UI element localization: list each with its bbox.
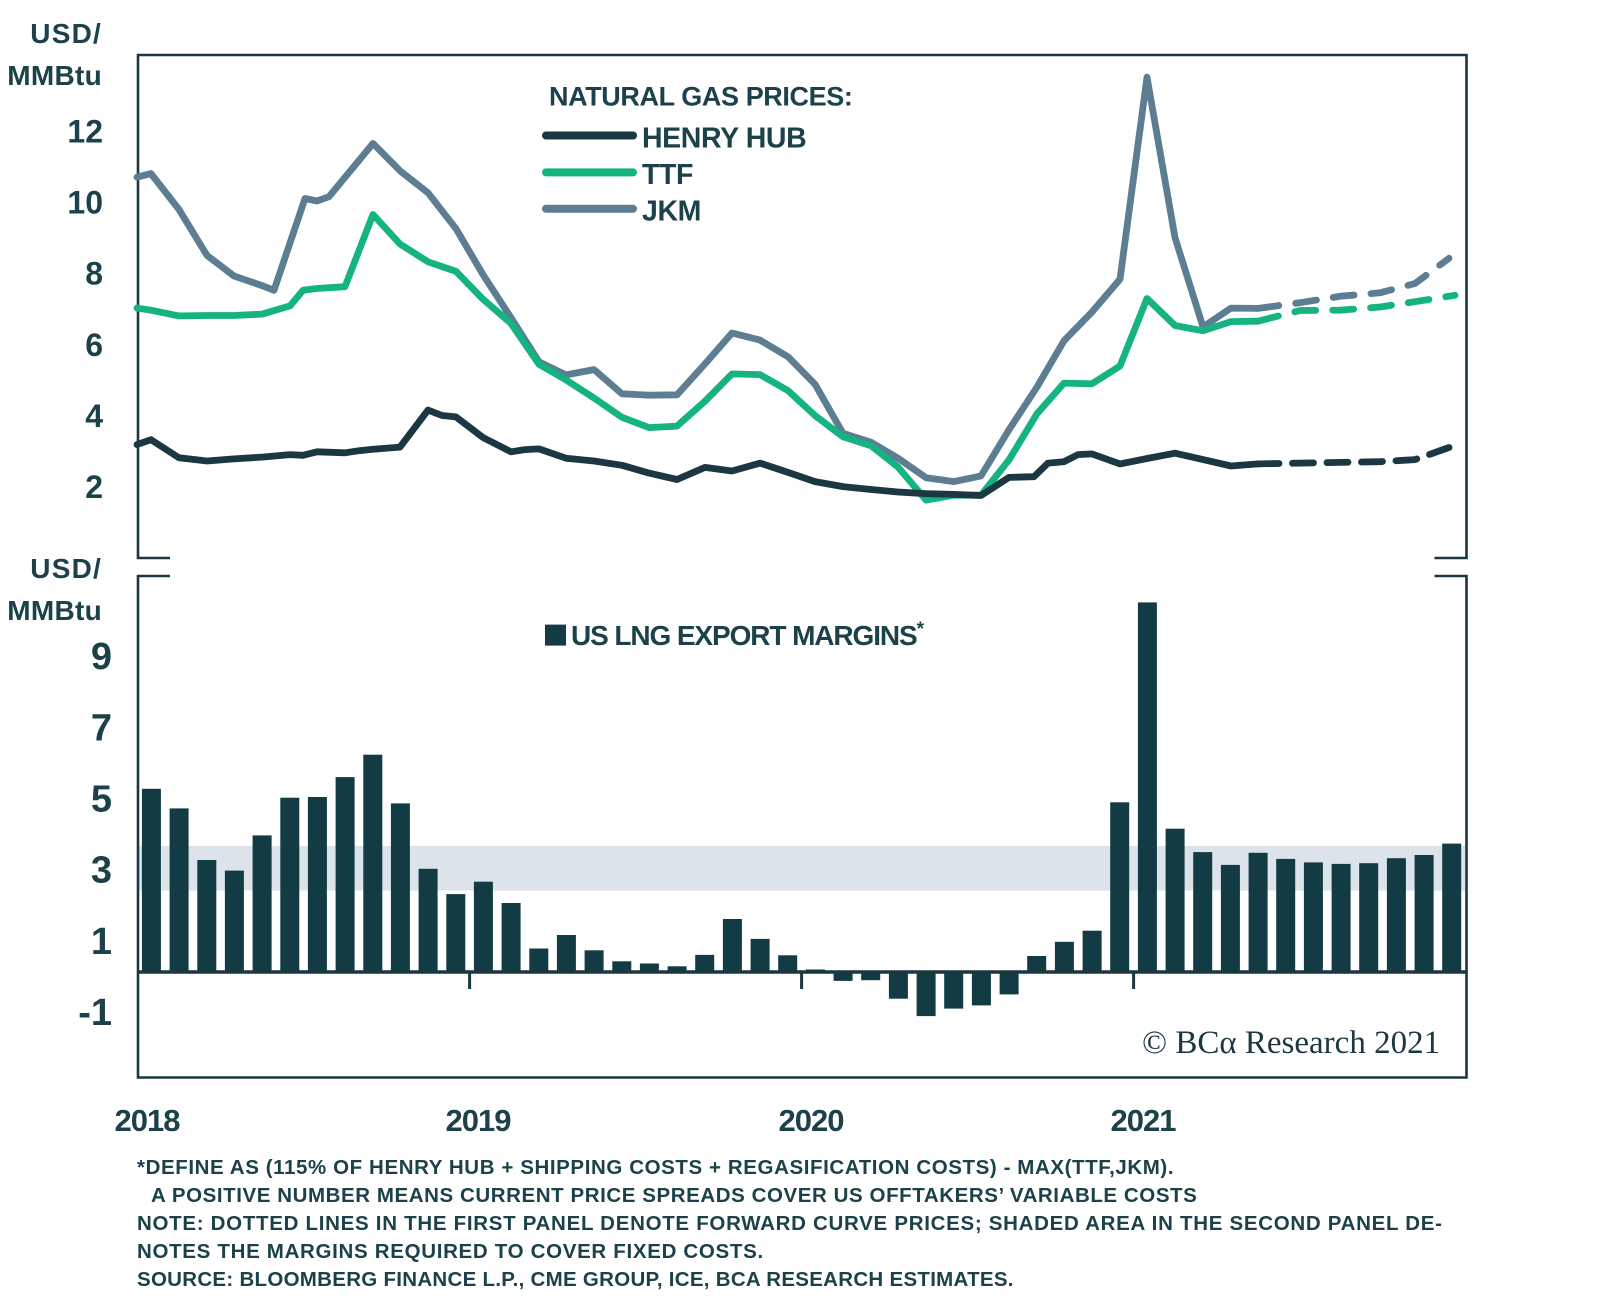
- svg-text:8: 8: [85, 256, 103, 292]
- svg-text:SOURCE: BLOOMBERG FINANCE L.P.: SOURCE: BLOOMBERG FINANCE L.P., CME GROU…: [137, 1268, 1014, 1291]
- svg-text:5: 5: [91, 778, 112, 820]
- svg-text:A POSITIVE NUMBER MEANS CURREN: A POSITIVE NUMBER MEANS CURRENT PRICE SP…: [151, 1184, 1197, 1207]
- svg-text:NOTE: DOTTED LINES IN THE FIRS: NOTE: DOTTED LINES IN THE FIRST PANEL DE…: [137, 1212, 1443, 1235]
- svg-text:USD/: USD/: [30, 18, 102, 49]
- svg-text:2020: 2020: [779, 1103, 844, 1138]
- svg-text:10: 10: [67, 185, 103, 221]
- svg-text:*DEFINE AS (115% OF HENRY HUB: *DEFINE AS (115% OF HENRY HUB + SHIPPING…: [137, 1156, 1174, 1179]
- svg-text:2021: 2021: [1111, 1103, 1177, 1138]
- svg-text:NATURAL GAS PRICES:: NATURAL GAS PRICES:: [549, 82, 852, 112]
- svg-text:2019: 2019: [446, 1103, 512, 1138]
- svg-text:3: 3: [91, 850, 112, 892]
- svg-text:9: 9: [91, 636, 112, 678]
- svg-text:NOTES THE MARGINS REQUIRED TO: NOTES THE MARGINS REQUIRED TO COVER FIXE…: [137, 1240, 764, 1263]
- svg-text:4: 4: [85, 398, 103, 434]
- svg-text:MMBtu: MMBtu: [7, 60, 102, 91]
- svg-text:MMBtu: MMBtu: [7, 595, 102, 626]
- svg-text:7: 7: [91, 707, 112, 749]
- svg-text:HENRY HUB: HENRY HUB: [642, 122, 806, 154]
- svg-text:US LNG EXPORT MARGINS*: US LNG EXPORT MARGINS*: [571, 619, 925, 651]
- svg-text:USD/: USD/: [30, 553, 102, 584]
- svg-text:TTF: TTF: [642, 159, 693, 191]
- svg-text:2: 2: [85, 469, 103, 505]
- svg-text:-1: -1: [78, 992, 112, 1034]
- svg-text:1: 1: [91, 921, 112, 963]
- svg-text:12: 12: [67, 113, 103, 149]
- svg-text:© BCα Research 2021: © BCα Research 2021: [1142, 1025, 1440, 1061]
- svg-text:JKM: JKM: [642, 196, 701, 228]
- svg-text:6: 6: [85, 327, 103, 363]
- svg-text:2018: 2018: [115, 1103, 181, 1138]
